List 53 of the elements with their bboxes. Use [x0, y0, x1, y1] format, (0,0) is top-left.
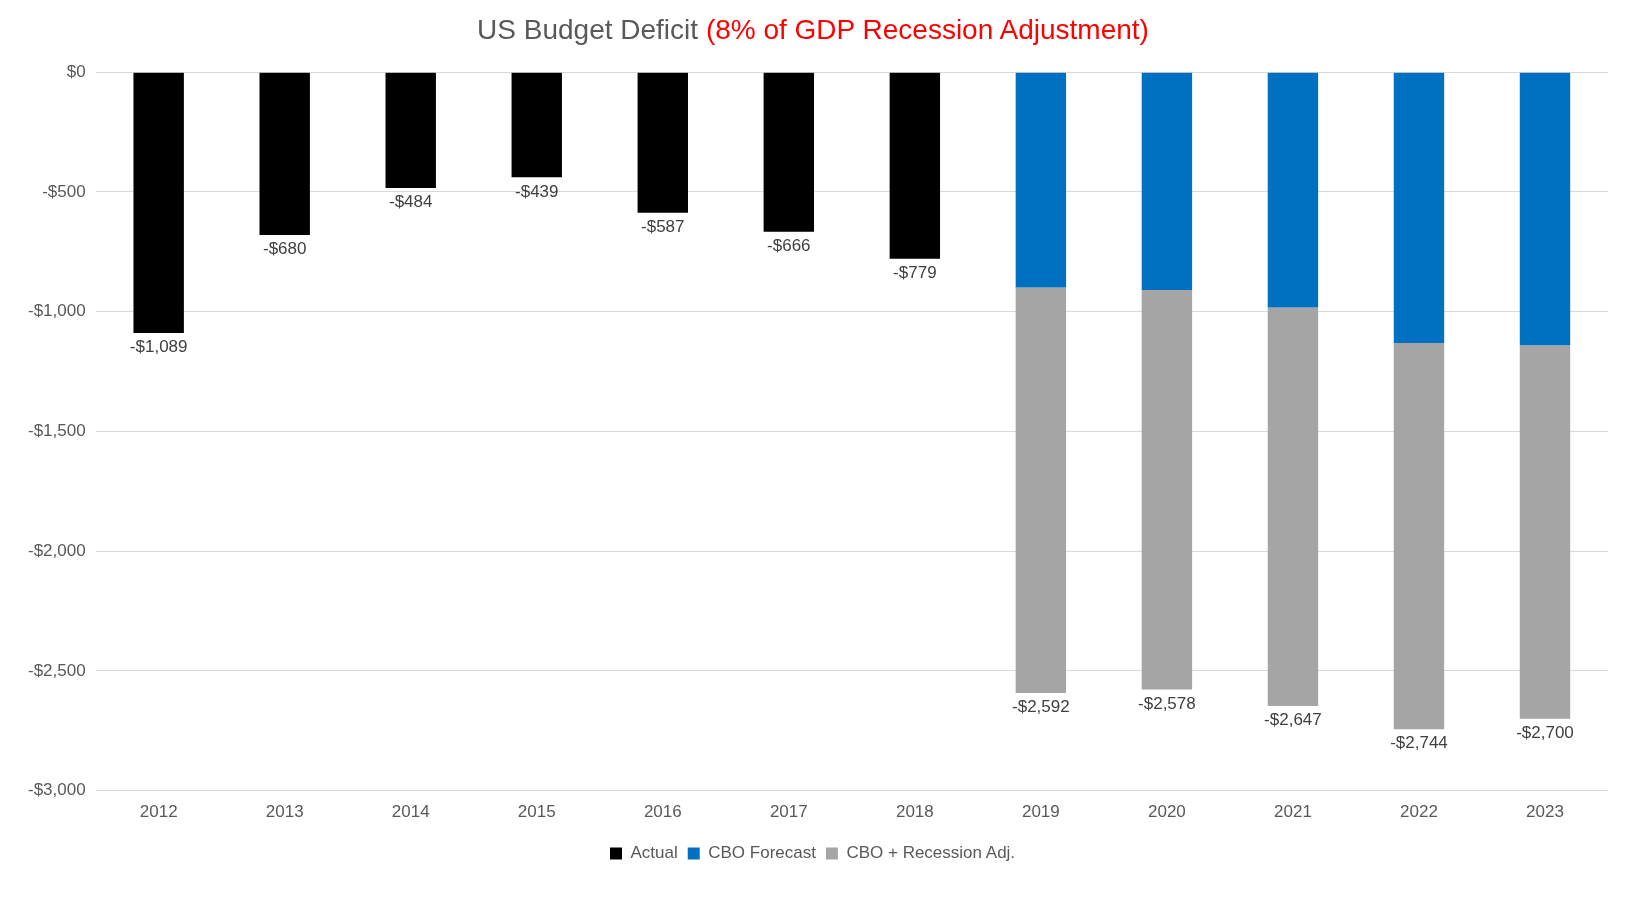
bar — [763, 72, 815, 232]
total-label: -$2,578 — [1138, 693, 1196, 713]
bar — [1267, 72, 1319, 308]
y-tick-label: -$500 — [42, 181, 86, 201]
x-tick-label: 2020 — [1147, 802, 1186, 822]
bar — [1015, 72, 1067, 288]
data-label: -$680 — [262, 239, 307, 259]
x-tick-label: 2019 — [1021, 802, 1060, 822]
total-label: -$2,592 — [1012, 697, 1070, 717]
bar — [1267, 307, 1319, 707]
total-label: -$2,647 — [1264, 710, 1322, 730]
y-tick-label: -$2,000 — [27, 540, 86, 560]
bar — [511, 72, 562, 178]
chart-subtitle: (8% of GDP Recession Adjustment) — [705, 14, 1149, 45]
x-tick-label: 2012 — [139, 802, 178, 822]
legend-label: Actual — [630, 843, 678, 863]
y-tick-label: -$1,000 — [27, 301, 86, 321]
total-label: -$2,744 — [1390, 733, 1448, 753]
data-label: -$779 — [893, 262, 937, 282]
x-tick-label: 2015 — [517, 802, 556, 822]
x-tick-label: 2021 — [1274, 802, 1312, 822]
y-tick-label: -$2,500 — [27, 660, 86, 680]
x-tick-label: 2023 — [1526, 802, 1564, 822]
y-tick-label: $0 — [66, 61, 86, 81]
x-tick-label: 2018 — [895, 802, 934, 822]
legend-label: CBO + Recession Adj. — [846, 843, 1016, 863]
chart-title: US Budget Deficit — [477, 14, 699, 45]
data-label: -$1,089 — [129, 337, 188, 357]
data-label: -$666 — [767, 235, 811, 255]
x-tick-label: 2013 — [265, 802, 304, 822]
x-tick-label: 2017 — [769, 802, 808, 822]
bar — [1519, 345, 1571, 719]
bar — [1393, 72, 1445, 344]
data-label: -$587 — [641, 216, 685, 236]
bar — [889, 72, 941, 259]
y-tick-label: -$1,500 — [27, 421, 86, 441]
legend-label: CBO Forecast — [708, 843, 817, 863]
bar — [1141, 289, 1193, 690]
bar — [133, 72, 184, 333]
bar — [637, 72, 688, 213]
data-label: -$484 — [388, 192, 433, 212]
bar — [259, 72, 310, 236]
x-tick-label: 2022 — [1400, 802, 1438, 822]
bar — [1015, 287, 1067, 693]
bar — [385, 72, 436, 189]
x-tick-label: 2016 — [643, 802, 682, 822]
bar — [1393, 343, 1445, 730]
x-tick-label: 2014 — [391, 802, 430, 822]
bar — [1519, 72, 1571, 346]
y-tick-label: -$3,000 — [27, 780, 86, 800]
total-label: -$2,700 — [1516, 722, 1574, 742]
bar — [1141, 72, 1193, 290]
data-label: -$439 — [515, 181, 559, 201]
